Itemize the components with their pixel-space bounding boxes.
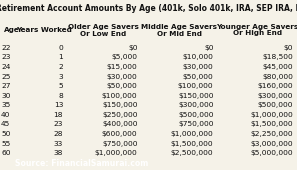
Text: $5,000,000: $5,000,000: [250, 150, 293, 156]
Text: $10,000: $10,000: [183, 54, 214, 60]
Text: $750,000: $750,000: [178, 121, 214, 128]
Text: 38: 38: [54, 150, 63, 156]
Text: $30,000: $30,000: [107, 74, 138, 80]
Text: 45: 45: [1, 121, 10, 128]
Text: $150,000: $150,000: [102, 102, 138, 108]
Text: Source: FinancialSamurai.com: Source: FinancialSamurai.com: [15, 159, 148, 168]
Text: 8: 8: [59, 93, 63, 99]
Text: 24: 24: [1, 64, 11, 70]
Text: $250,000: $250,000: [102, 112, 138, 118]
Text: 22: 22: [1, 45, 11, 51]
Text: $300,000: $300,000: [178, 102, 214, 108]
Text: Years Worked: Years Worked: [16, 27, 72, 33]
Text: 30: 30: [1, 93, 11, 99]
Text: $100,000: $100,000: [102, 93, 138, 99]
Text: Age: Age: [4, 27, 20, 33]
Text: 27: 27: [1, 83, 11, 89]
Text: 35: 35: [1, 102, 10, 108]
Text: $3,000,000: $3,000,000: [250, 141, 293, 147]
Text: 55: 55: [1, 141, 10, 147]
Text: $1,000,000: $1,000,000: [250, 112, 293, 118]
Text: $400,000: $400,000: [102, 121, 138, 128]
Text: 3: 3: [59, 74, 63, 80]
Text: $160,000: $160,000: [257, 83, 293, 89]
Text: $15,000: $15,000: [107, 64, 138, 70]
Text: $30,000: $30,000: [183, 64, 214, 70]
Text: 40: 40: [1, 112, 11, 118]
Text: 2: 2: [59, 64, 63, 70]
Text: $0: $0: [284, 45, 293, 51]
Text: $300,000: $300,000: [257, 93, 293, 99]
Text: $0: $0: [128, 45, 138, 51]
Text: 60: 60: [1, 150, 11, 156]
Text: $1,000,000: $1,000,000: [95, 150, 138, 156]
Text: $80,000: $80,000: [262, 74, 293, 80]
Text: $1,000,000: $1,000,000: [171, 131, 214, 137]
Text: $45,000: $45,000: [262, 64, 293, 70]
Text: Younger Age Savers
Or High End: Younger Age Savers Or High End: [216, 23, 297, 37]
Text: 23: 23: [54, 121, 63, 128]
Text: 5: 5: [59, 83, 63, 89]
Text: $100,000: $100,000: [178, 83, 214, 89]
Text: Pre-Tax Retirement Account Amounts By Age (401k, Solo 401k, IRA, SEP IRA, Rollov: Pre-Tax Retirement Account Amounts By Ag…: [0, 4, 297, 13]
Text: $0: $0: [204, 45, 214, 51]
Text: $500,000: $500,000: [257, 102, 293, 108]
Text: 18: 18: [54, 112, 63, 118]
Text: 13: 13: [54, 102, 63, 108]
Text: $600,000: $600,000: [102, 131, 138, 137]
Text: 33: 33: [54, 141, 63, 147]
Text: $500,000: $500,000: [178, 112, 214, 118]
Text: $50,000: $50,000: [107, 83, 138, 89]
Text: $5,000: $5,000: [111, 54, 138, 60]
Text: $1,500,000: $1,500,000: [250, 121, 293, 128]
Text: Older Age Savers
Or Low End: Older Age Savers Or Low End: [68, 23, 139, 37]
Text: 23: 23: [1, 54, 11, 60]
Text: 28: 28: [54, 131, 63, 137]
Text: 0: 0: [59, 45, 63, 51]
Text: 1: 1: [59, 54, 63, 60]
Text: 25: 25: [1, 74, 11, 80]
Text: Middle Age Savers
Or Mid End: Middle Age Savers Or Mid End: [141, 23, 217, 37]
Text: 50: 50: [1, 131, 11, 137]
Text: $2,500,000: $2,500,000: [171, 150, 214, 156]
Text: $50,000: $50,000: [183, 74, 214, 80]
Text: $2,250,000: $2,250,000: [250, 131, 293, 137]
Text: $750,000: $750,000: [102, 141, 138, 147]
Text: $18,500: $18,500: [262, 54, 293, 60]
Text: $150,000: $150,000: [178, 93, 214, 99]
Text: $1,500,000: $1,500,000: [171, 141, 214, 147]
